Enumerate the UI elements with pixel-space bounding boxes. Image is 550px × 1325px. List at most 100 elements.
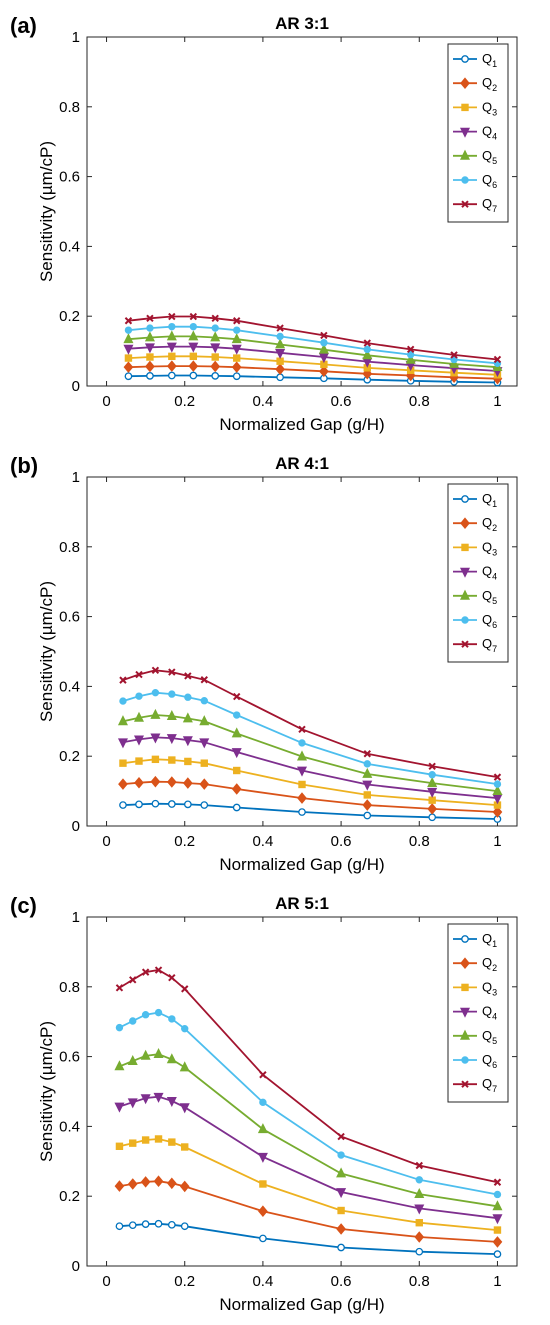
data-point-q6 (141, 1011, 150, 1019)
x-axis-label: Normalized Gap (g/H) (219, 1295, 384, 1314)
data-point-q6 (211, 324, 219, 332)
y-axis-label: Sensitivity (µm/cP) (37, 1021, 56, 1162)
chart-title: AR 5:1 (275, 894, 329, 913)
data-point-q1 (167, 800, 176, 808)
data-point-q1 (128, 1221, 137, 1230)
data-point-q2 (297, 792, 307, 804)
x-tick-label: 1 (493, 1273, 501, 1290)
data-point-q7 (135, 670, 143, 679)
data-point-q5 (405, 353, 416, 364)
data-point-q4 (153, 1092, 164, 1103)
legend-label: Q3 (482, 539, 497, 557)
x-tick-label: 0.6 (331, 833, 352, 850)
legend-label: Q7 (482, 196, 497, 214)
chart-panel-c: (c) AR 5:1 0 0.2 0.4 0.6 0.8 1 0 0.2 0.4 0.6 0.8 1 Nor… (0, 880, 550, 1322)
legend-item-q4: Q4 (453, 1004, 497, 1022)
data-point-q6 (124, 326, 133, 334)
legend-label: Q5 (482, 588, 497, 606)
data-point-q7 (428, 762, 436, 771)
data-point-q5 (257, 1123, 268, 1134)
data-point-q6 (493, 1190, 502, 1199)
legend-label: Q2 (482, 955, 497, 973)
data-point-q5 (166, 709, 177, 720)
data-point-q5 (231, 333, 242, 344)
data-point-q7 (115, 984, 124, 992)
data-point-q6 (320, 339, 328, 347)
series-line-q4 (128, 345, 498, 372)
data-point-q2 (140, 1176, 151, 1188)
legend-label: Q7 (482, 1076, 497, 1094)
legend-marker (459, 149, 471, 160)
data-point-q1 (493, 1250, 502, 1258)
legend: Q1 Q2 Q3 Q4 Q5 Q6 Q7 (447, 923, 509, 1103)
data-point-q4 (210, 343, 221, 354)
data-point-q4 (188, 342, 199, 353)
data-point-q4 (179, 1103, 190, 1114)
data-point-q3 (124, 354, 133, 362)
legend-marker (461, 543, 469, 552)
data-point-q2 (199, 778, 210, 790)
data-point-q1 (141, 1220, 150, 1228)
data-point-q1 (167, 371, 176, 380)
data-point-q3 (168, 352, 176, 361)
x-tick-label: 0.2 (174, 393, 195, 410)
data-point-q5 (188, 330, 199, 341)
y-axis-label: Sensitivity (µm/cP) (37, 141, 56, 282)
series-q5 (117, 708, 503, 795)
series-q7 (115, 966, 502, 1186)
data-point-q5 (140, 1049, 151, 1060)
legend: Q1 Q2 Q3 Q4 Q5 Q6 Q7 (447, 483, 509, 663)
data-point-q5 (114, 1060, 125, 1071)
data-point-q7 (233, 692, 241, 701)
x-tick-label: 0.4 (252, 1273, 273, 1290)
data-point-q6 (363, 760, 371, 768)
x-tick-label: 0.8 (409, 1273, 430, 1290)
data-point-q5 (179, 1061, 190, 1072)
data-point-q7 (406, 345, 415, 354)
data-point-q4 (114, 1102, 125, 1113)
data-point-q3 (233, 766, 241, 775)
y-tick-label: 0.4 (59, 1118, 80, 1135)
data-point-q4 (182, 736, 193, 747)
legend-item-q5: Q5 (453, 588, 497, 606)
data-point-q4 (427, 787, 438, 798)
data-point-q4 (144, 343, 155, 354)
data-point-q3 (184, 757, 192, 766)
series-line-q5 (119, 1053, 498, 1208)
data-point-q6 (428, 770, 436, 779)
legend-item-q1: Q1 (453, 51, 497, 69)
data-point-q5 (492, 784, 503, 795)
data-point-q2 (210, 360, 221, 373)
legend-marker (461, 935, 469, 943)
series-line-q5 (128, 335, 498, 369)
series-line-q6 (118, 1011, 498, 1196)
data-point-q2 (231, 361, 242, 373)
y-tick-label: 0.8 (59, 99, 80, 116)
data-point-q5 (336, 1167, 347, 1178)
x-tick-label: 0 (102, 833, 110, 850)
data-point-q4 (123, 344, 134, 355)
data-point-q7 (129, 976, 137, 984)
data-point-q2 (166, 776, 177, 788)
data-point-q7 (181, 985, 189, 993)
data-point-q7 (168, 974, 176, 982)
data-point-q6 (363, 345, 371, 354)
legend-item-q6: Q6 (453, 172, 497, 190)
data-point-q7 (363, 339, 371, 347)
legend-item-q3: Q3 (453, 99, 497, 117)
data-point-q5 (231, 727, 242, 738)
legend-marker (459, 567, 471, 578)
data-point-q6 (168, 322, 176, 331)
data-point-q2 (118, 778, 128, 790)
x-tick-label: 0 (102, 1273, 110, 1290)
y-tick-label: 0 (72, 1258, 80, 1275)
data-point-q1 (184, 800, 192, 809)
data-point-q2 (179, 1180, 190, 1193)
chart-title: AR 4:1 (275, 454, 329, 473)
legend-item-q1: Q1 (453, 491, 497, 509)
data-point-q4 (492, 1214, 503, 1225)
data-point-q2 (427, 803, 438, 815)
data-point-q2 (123, 361, 134, 373)
series-q6 (119, 688, 502, 788)
data-point-q2 (134, 776, 144, 789)
